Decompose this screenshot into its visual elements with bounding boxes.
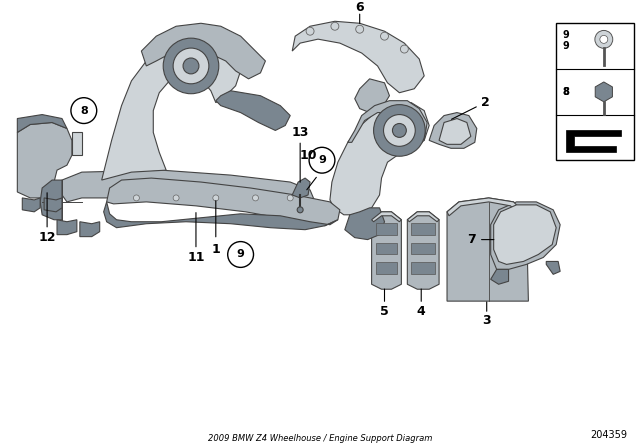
Polygon shape [345, 208, 385, 240]
Circle shape [309, 147, 335, 173]
Circle shape [183, 58, 199, 74]
Circle shape [374, 105, 425, 156]
Text: 9: 9 [562, 30, 569, 40]
Polygon shape [407, 212, 439, 222]
Text: 204359: 204359 [591, 430, 628, 440]
Circle shape [600, 35, 608, 43]
Text: 2009 BMW Z4 Wheelhouse / Engine Support Diagram: 2009 BMW Z4 Wheelhouse / Engine Support … [208, 434, 432, 443]
Polygon shape [447, 198, 529, 301]
Polygon shape [17, 122, 72, 198]
Polygon shape [17, 115, 67, 133]
Circle shape [173, 48, 209, 84]
Polygon shape [62, 170, 315, 208]
Text: 9: 9 [237, 250, 244, 259]
Circle shape [392, 124, 406, 138]
Polygon shape [372, 212, 401, 222]
Polygon shape [102, 36, 241, 180]
Circle shape [253, 195, 259, 201]
Circle shape [213, 195, 219, 201]
Polygon shape [348, 101, 427, 142]
Polygon shape [355, 79, 390, 112]
Circle shape [306, 27, 314, 35]
Text: 13: 13 [291, 126, 309, 139]
Circle shape [173, 195, 179, 201]
Polygon shape [80, 222, 100, 237]
Circle shape [228, 241, 253, 267]
Polygon shape [216, 91, 290, 130]
Circle shape [287, 195, 293, 201]
Text: 8: 8 [562, 87, 569, 97]
Polygon shape [292, 22, 424, 93]
Text: 8: 8 [562, 87, 569, 97]
Text: 6: 6 [355, 1, 364, 14]
Polygon shape [292, 178, 310, 198]
Polygon shape [447, 198, 527, 218]
Polygon shape [407, 212, 439, 289]
Polygon shape [439, 119, 471, 144]
Polygon shape [72, 133, 82, 155]
Text: 9: 9 [318, 155, 326, 165]
Polygon shape [376, 242, 397, 254]
Polygon shape [40, 180, 62, 220]
Polygon shape [372, 212, 401, 289]
Polygon shape [22, 198, 40, 212]
Circle shape [401, 45, 408, 53]
Polygon shape [491, 269, 509, 284]
Polygon shape [429, 112, 477, 148]
Circle shape [71, 98, 97, 124]
Circle shape [381, 32, 388, 40]
Circle shape [595, 30, 612, 48]
Text: 3: 3 [483, 314, 491, 327]
Polygon shape [141, 23, 266, 79]
Polygon shape [376, 263, 397, 274]
Circle shape [331, 22, 339, 30]
Polygon shape [566, 130, 621, 151]
Text: 4: 4 [417, 305, 426, 318]
Polygon shape [491, 202, 560, 269]
Polygon shape [412, 242, 435, 254]
Text: 10: 10 [300, 149, 317, 162]
Polygon shape [104, 202, 338, 230]
Polygon shape [493, 205, 556, 264]
Text: 2: 2 [481, 96, 490, 109]
Text: 1: 1 [211, 243, 220, 256]
Polygon shape [44, 198, 62, 212]
Text: 12: 12 [38, 231, 56, 244]
Polygon shape [107, 178, 340, 226]
Text: 11: 11 [188, 251, 205, 264]
Polygon shape [330, 103, 429, 215]
Polygon shape [595, 82, 612, 102]
FancyBboxPatch shape [556, 23, 634, 160]
Text: 5: 5 [380, 305, 389, 318]
Text: 9: 9 [562, 41, 569, 52]
Polygon shape [547, 262, 560, 274]
Circle shape [297, 207, 303, 213]
Text: 8: 8 [80, 106, 88, 116]
Polygon shape [412, 263, 435, 274]
Circle shape [133, 195, 140, 201]
Text: 7: 7 [467, 233, 476, 246]
Polygon shape [57, 220, 77, 235]
Polygon shape [412, 223, 435, 235]
Polygon shape [376, 223, 397, 235]
Circle shape [356, 25, 364, 33]
Circle shape [163, 38, 219, 94]
Circle shape [383, 115, 415, 146]
